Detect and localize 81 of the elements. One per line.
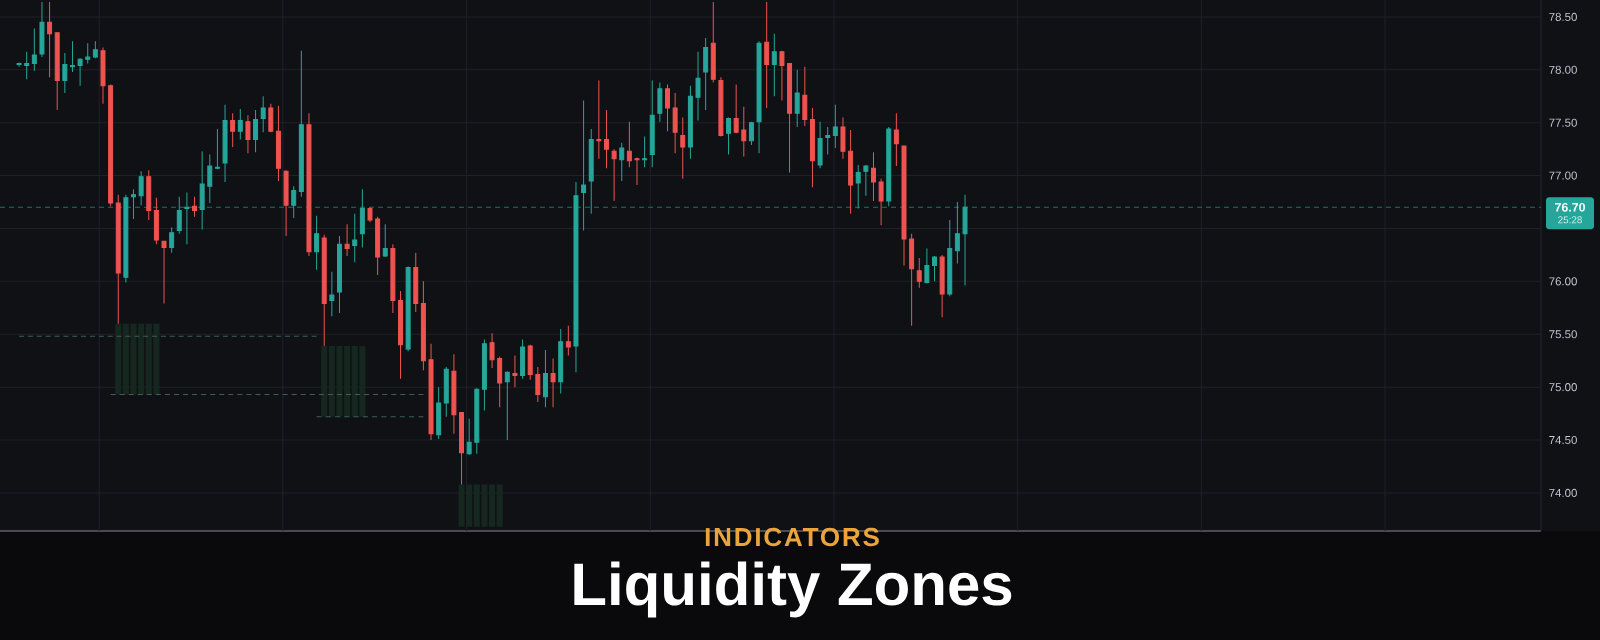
candlestick — [634, 157, 640, 186]
candlestick — [916, 257, 922, 289]
candlestick — [161, 240, 167, 305]
candlestick — [619, 142, 625, 182]
candlestick — [352, 213, 358, 263]
candlestick — [855, 164, 861, 209]
candlestick — [69, 40, 75, 73]
y-tick-label: 75.50 — [1549, 330, 1577, 339]
candlestick — [665, 84, 670, 132]
candlestick — [550, 358, 556, 408]
candlestick — [878, 178, 884, 226]
bar — [321, 345, 328, 417]
candlestick — [893, 112, 899, 167]
y-tick-label: 76.00 — [1549, 277, 1577, 286]
bar — [115, 323, 122, 395]
y-tick-label: 77.00 — [1549, 171, 1577, 180]
ref-line-label: 76.70 — [1555, 202, 1586, 212]
candlestick — [863, 164, 869, 197]
candlestick — [237, 108, 243, 141]
candlestick — [680, 116, 686, 180]
candlestick — [504, 370, 510, 441]
candlestick — [581, 99, 587, 232]
candlestick — [329, 271, 335, 317]
candlestick — [695, 51, 701, 122]
candlestick — [489, 332, 495, 369]
candlestick — [642, 135, 648, 168]
candlestick — [62, 52, 68, 94]
candlestick — [16, 61, 22, 68]
candlestick — [611, 148, 617, 202]
candlestick — [466, 418, 472, 456]
candlestick — [596, 79, 602, 160]
candlestick — [192, 196, 198, 218]
candlestick — [24, 51, 30, 80]
candlestick — [535, 366, 541, 403]
candlestick — [314, 215, 320, 271]
candlestick — [741, 106, 747, 158]
y-tick-label: 78.00 — [1549, 65, 1577, 74]
candlestick — [932, 255, 937, 282]
candlestick — [253, 109, 259, 153]
candlestick — [245, 114, 251, 154]
candlestick — [565, 325, 571, 356]
candlestick — [871, 151, 876, 202]
candlestick — [214, 128, 220, 170]
candlestick — [131, 188, 136, 220]
candlestick — [733, 84, 739, 134]
y-tick-label: 78.50 — [1549, 12, 1577, 21]
candlestick — [85, 42, 91, 64]
text: 25:28 — [1558, 216, 1582, 224]
y-tick-label: 75.00 — [1549, 383, 1577, 392]
candlestick — [924, 248, 930, 284]
candlestick — [47, 1, 53, 78]
candlestick — [138, 170, 144, 206]
text: INDICATORS — [705, 527, 879, 547]
candlestick — [382, 223, 388, 258]
candlestick — [344, 223, 350, 257]
candlestick — [176, 196, 182, 235]
candlestick — [542, 349, 548, 408]
candlestick — [230, 112, 236, 148]
candlestick — [291, 185, 297, 219]
candlestick — [771, 33, 777, 97]
candlestick — [512, 354, 518, 388]
candlestick — [169, 226, 175, 254]
candlestick — [764, 1, 770, 109]
y-tick-label: 74.50 — [1549, 435, 1577, 445]
candlestick — [604, 109, 609, 169]
candlestick — [31, 28, 37, 72]
text: Liquidity Zones — [574, 561, 1012, 618]
candlestick — [77, 57, 83, 87]
y-tick-label: 77.50 — [1549, 118, 1577, 127]
candlestick — [779, 50, 785, 101]
candlestick — [832, 104, 838, 149]
candlestick — [825, 126, 831, 155]
candlestick — [794, 69, 800, 128]
y-tick-label: 74.00 — [1549, 488, 1577, 497]
candlestick — [954, 201, 960, 264]
candlestick — [260, 95, 266, 133]
candlestick — [268, 103, 274, 133]
candlestick — [626, 121, 632, 168]
candlestick — [726, 116, 732, 155]
candlestick — [184, 192, 190, 245]
candlestick — [207, 153, 213, 204]
